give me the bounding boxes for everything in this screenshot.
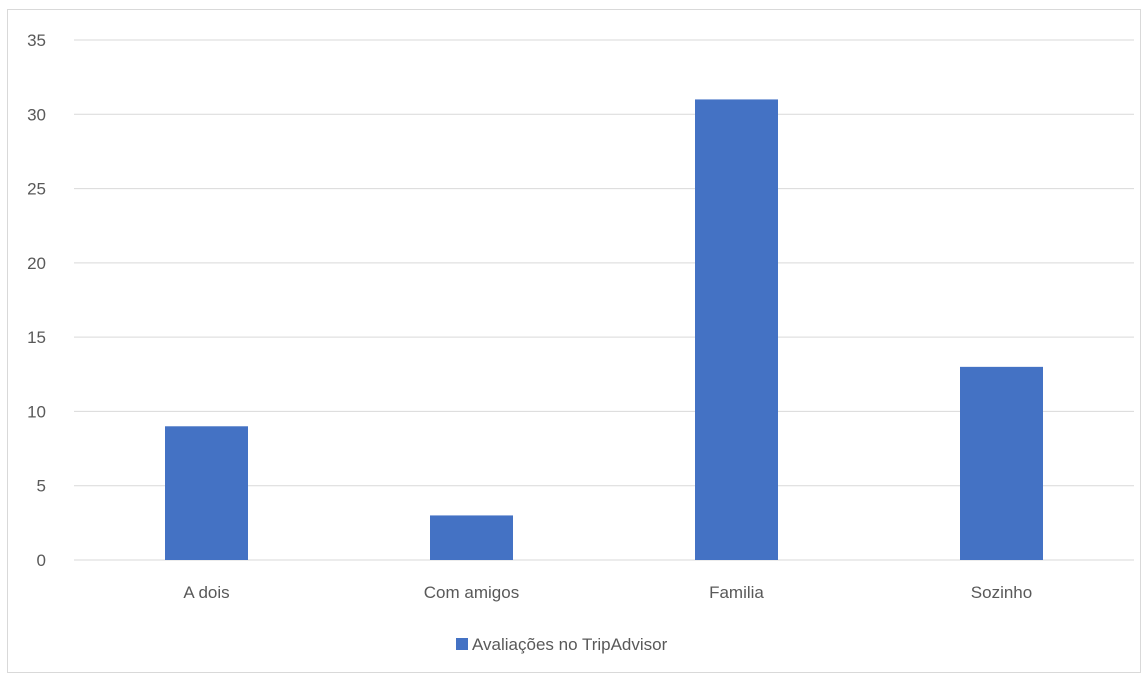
y-tick-label: 25 — [27, 180, 46, 199]
y-axis-tick-labels: 0 5 10 15 20 25 30 35 — [27, 31, 46, 570]
chart-frame — [7, 9, 1141, 673]
x-category-label: A dois — [183, 583, 229, 602]
bar-a-dois — [165, 426, 248, 560]
x-axis-category-labels: A dois Com amigos Familia Sozinho — [183, 583, 1032, 602]
y-tick-label: 30 — [27, 105, 46, 124]
x-category-label: Com amigos — [424, 583, 519, 602]
gridlines — [74, 39, 1134, 561]
y-tick-label: 20 — [27, 254, 46, 273]
y-tick-label: 35 — [27, 31, 46, 50]
bar-com-amigos — [430, 515, 513, 560]
y-tick-label: 0 — [37, 551, 46, 570]
bar-familia — [695, 99, 778, 560]
y-tick-label: 5 — [37, 477, 46, 496]
bar-sozinho — [960, 366, 1043, 560]
legend: Avaliações no TripAdvisor — [456, 635, 668, 654]
y-tick-label: 15 — [27, 328, 46, 347]
y-tick-label: 10 — [27, 402, 46, 421]
legend-swatch — [456, 638, 468, 650]
bars — [165, 99, 1043, 560]
legend-label: Avaliações no TripAdvisor — [472, 635, 668, 654]
x-category-label: Familia — [709, 583, 764, 602]
x-category-label: Sozinho — [971, 583, 1032, 602]
